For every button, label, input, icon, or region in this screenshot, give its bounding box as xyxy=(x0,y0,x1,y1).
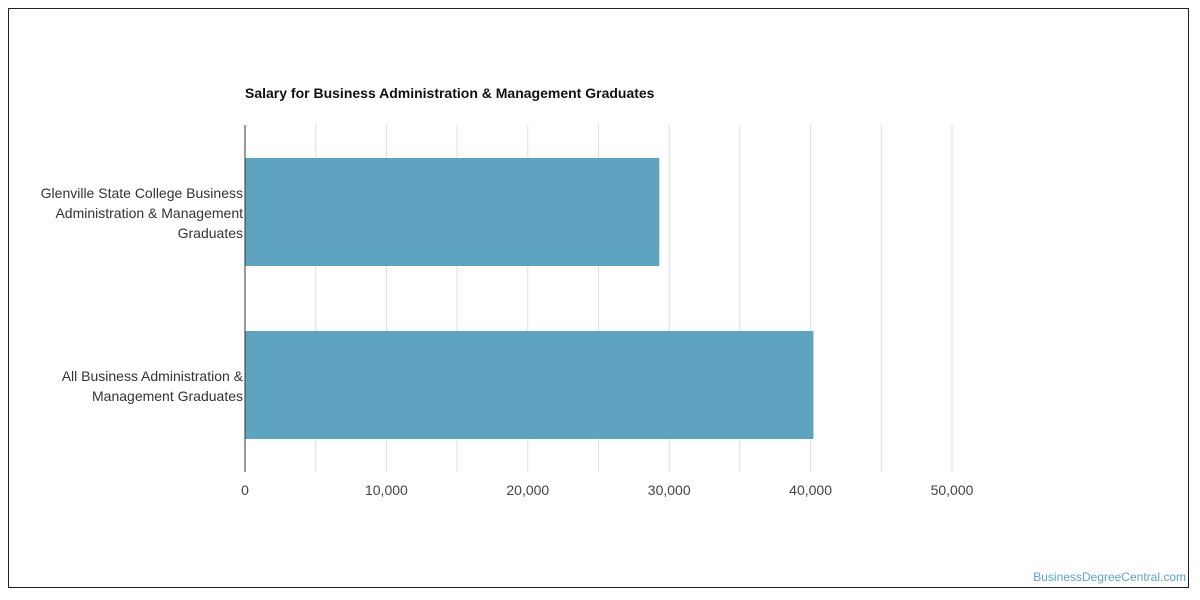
site-watermark[interactable]: BusinessDegreeCentral.com xyxy=(1033,570,1186,584)
bar-0 xyxy=(245,158,660,266)
bar-1 xyxy=(245,331,814,439)
category-label-glenville: Glenville State College Business Adminis… xyxy=(40,185,243,241)
x-tick-label: 50,000 xyxy=(931,482,974,498)
x-tick-label: 0 xyxy=(241,482,249,498)
x-tick-label: 30,000 xyxy=(648,482,691,498)
x-tick-label: 40,000 xyxy=(789,482,832,498)
x-tick-label: 10,000 xyxy=(365,482,408,498)
category-label-all: All Business Administration & Management… xyxy=(61,368,243,404)
x-tick-label: 20,000 xyxy=(506,482,549,498)
chart-title: Salary for Business Administration & Man… xyxy=(245,85,655,101)
